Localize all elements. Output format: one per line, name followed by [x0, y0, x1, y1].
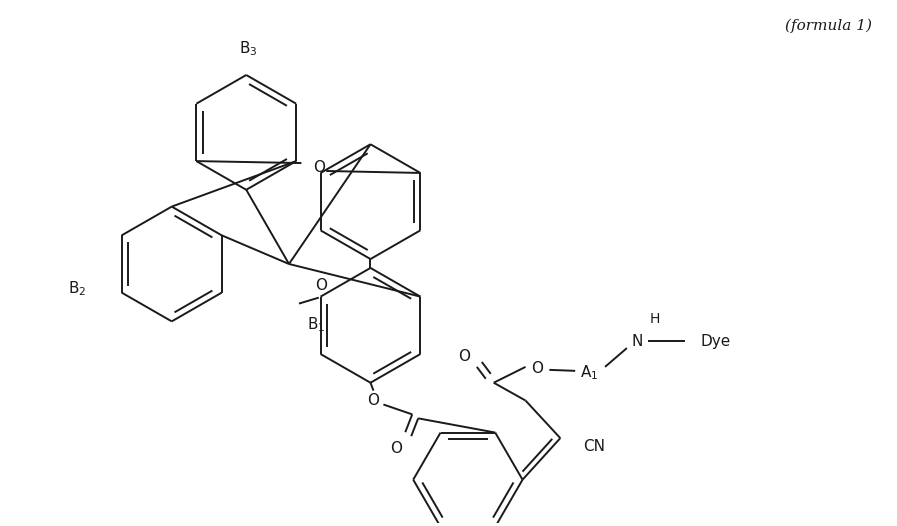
- Text: B$_1$: B$_1$: [307, 316, 326, 334]
- Text: O: O: [390, 440, 403, 456]
- Text: H: H: [649, 312, 660, 327]
- Text: O: O: [368, 393, 379, 408]
- Text: O: O: [313, 159, 326, 175]
- Text: A$_1$: A$_1$: [580, 363, 598, 382]
- Text: Dye: Dye: [701, 333, 731, 349]
- Text: N: N: [631, 333, 642, 349]
- Text: CN: CN: [583, 439, 605, 453]
- Text: (formula 1): (formula 1): [786, 18, 873, 33]
- Text: O: O: [457, 349, 470, 365]
- Text: B$_2$: B$_2$: [68, 279, 86, 298]
- Text: B$_3$: B$_3$: [239, 39, 257, 58]
- Text: O: O: [315, 278, 327, 294]
- Text: O: O: [531, 361, 544, 377]
